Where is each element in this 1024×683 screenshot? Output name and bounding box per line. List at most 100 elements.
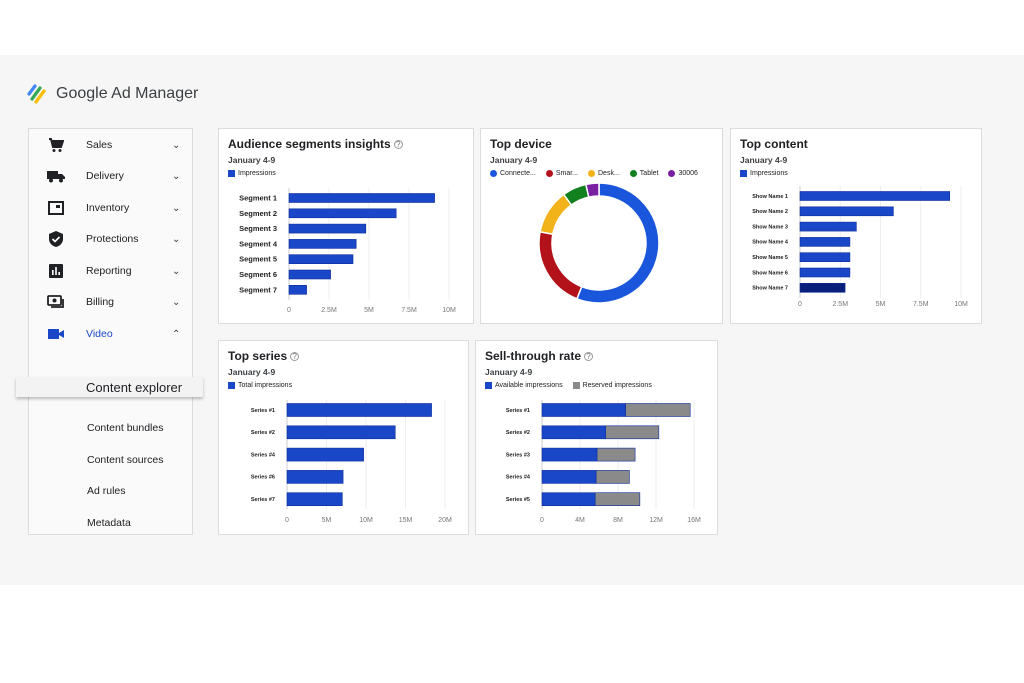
legend-item[interactable]: Reserved impressions xyxy=(572,382,652,389)
sidebar-item-reporting[interactable]: Reporting ⌄ xyxy=(29,260,192,282)
legend-label: Reserved impressions xyxy=(582,382,652,389)
bar[interactable] xyxy=(288,223,367,234)
sidebar-subitem-metadata[interactable]: Metadata xyxy=(87,517,131,529)
sidebar-item-delivery[interactable]: Delivery ⌄ xyxy=(29,165,192,187)
bar[interactable] xyxy=(799,206,894,217)
sidebar-item-label: Inventory xyxy=(86,202,130,214)
y-category-label: Segment 4 xyxy=(239,239,278,248)
legend-item[interactable]: Tablet xyxy=(629,170,658,177)
legend-swatch xyxy=(588,170,595,177)
chart-series: 0 5M 10M 15M 20M Series #1 Series #2 Series #4 S… xyxy=(251,400,452,524)
legend-item[interactable]: Connecte... xyxy=(490,170,536,177)
chevron-down-icon: ⌄ xyxy=(172,233,181,245)
chart-legend: Impressions xyxy=(228,170,276,177)
y-category-label: Segment 7 xyxy=(239,285,277,294)
x-tick-label: 5M xyxy=(876,301,886,308)
top-device-card: Top device January 4-9 Connecte... Smar..… xyxy=(480,128,723,324)
card-date-range: January 4-9 xyxy=(490,155,538,165)
legend-item[interactable]: Smar... xyxy=(545,170,578,177)
top-series-card: Top series? January 4-9 0 5M 10M 15M 20M Seri… xyxy=(218,340,469,535)
legend-item[interactable]: Desk... xyxy=(588,170,620,177)
money-icon xyxy=(47,293,65,311)
help-icon[interactable]: ? xyxy=(393,140,403,150)
card-date-range: January 4-9 xyxy=(485,367,533,377)
donut-slice[interactable] xyxy=(575,182,660,304)
x-tick-label: 20M xyxy=(438,517,452,524)
card-title-text: Top series xyxy=(228,349,288,363)
bar[interactable] xyxy=(288,254,354,264)
legend-item[interactable]: Total impressions xyxy=(228,382,292,389)
x-tick-label: 10M xyxy=(442,307,456,314)
bar[interactable] xyxy=(625,403,691,417)
bar[interactable] xyxy=(541,403,626,417)
sidebar-subitem-content-bundles[interactable]: Content bundles xyxy=(87,422,164,434)
x-tick-label: 5M xyxy=(364,307,374,314)
bar[interactable] xyxy=(596,447,636,462)
sidebar-item-label: Reporting xyxy=(86,265,132,277)
sidebar-subitem-content-explorer[interactable]: Content explorer xyxy=(16,377,203,397)
bar[interactable] xyxy=(286,447,364,462)
bar[interactable] xyxy=(594,492,641,506)
bar[interactable] xyxy=(288,208,397,219)
audience-segments-card: Audience segments insights? January 4-9 … xyxy=(218,128,474,324)
donut-slice[interactable] xyxy=(538,230,583,300)
sidebar-item-video[interactable]: Video ⌃ xyxy=(29,323,192,345)
bar[interactable] xyxy=(541,447,598,462)
chart-device xyxy=(538,182,660,304)
bar[interactable] xyxy=(288,239,357,249)
app-logo[interactable]: Google Ad Manager xyxy=(26,83,198,105)
bar[interactable] xyxy=(799,191,951,201)
card-title: Top device xyxy=(490,137,552,151)
sidebar-subitem-ad-rules[interactable]: Ad rules xyxy=(87,485,126,497)
bar[interactable] xyxy=(288,269,331,280)
bar[interactable] xyxy=(799,252,851,262)
bar[interactable] xyxy=(799,267,851,278)
donut-slice[interactable] xyxy=(585,182,600,199)
sidebar-item-inventory[interactable]: Inventory ⌄ xyxy=(29,197,192,219)
bar[interactable] xyxy=(288,193,435,203)
help-icon[interactable]: ? xyxy=(290,352,300,362)
bar[interactable] xyxy=(799,221,857,232)
video-camera-icon xyxy=(47,325,65,343)
sell-through-card: Sell-through rate? January 4-9 0 4M 8M 12M 1… xyxy=(475,340,718,535)
legend-label: Connecte... xyxy=(500,170,536,177)
truck-icon xyxy=(47,167,65,185)
legend-item[interactable]: 30006 xyxy=(668,170,698,177)
bar[interactable] xyxy=(605,425,660,440)
app-name: Google Ad Manager xyxy=(56,85,199,102)
x-tick-label: 7.5M xyxy=(401,307,417,314)
bar[interactable] xyxy=(541,492,596,506)
help-icon[interactable]: ? xyxy=(584,352,594,362)
legend-swatch xyxy=(572,382,580,389)
legend-item[interactable]: Impressions xyxy=(740,170,788,177)
bar[interactable] xyxy=(799,237,851,247)
bar[interactable] xyxy=(286,492,343,506)
chevron-down-icon: ⌄ xyxy=(172,139,181,151)
legend-item[interactable]: Impressions xyxy=(228,170,276,177)
sidebar-item-billing[interactable]: Billing ⌄ xyxy=(29,291,192,313)
bar[interactable] xyxy=(286,470,344,484)
legend-label: Impressions xyxy=(238,170,276,177)
legend-label: Available impressions xyxy=(495,382,563,389)
sidebar-item-protections[interactable]: Protections ⌄ xyxy=(29,228,192,250)
bar[interactable] xyxy=(799,283,846,293)
legend-item[interactable]: Available impressions xyxy=(485,382,563,389)
y-category-label: Segment 3 xyxy=(239,224,277,233)
chart-legend: Impressions xyxy=(740,170,788,177)
y-category-label: Show Name 7 xyxy=(752,286,788,292)
bar[interactable] xyxy=(288,285,307,295)
bar[interactable] xyxy=(286,403,432,417)
bar[interactable] xyxy=(286,425,396,440)
x-tick-label: 0 xyxy=(287,307,291,314)
legend-label: 30006 xyxy=(678,170,698,177)
y-category-label: Series #1 xyxy=(251,408,275,414)
donut-slice[interactable] xyxy=(539,193,573,236)
bar[interactable] xyxy=(541,470,597,484)
bar[interactable] xyxy=(595,470,630,484)
sidebar-item-label: Delivery xyxy=(86,170,124,182)
card-title-text: Audience segments insights xyxy=(228,137,391,151)
sidebar-subitem-content-sources[interactable]: Content sources xyxy=(87,454,164,466)
x-tick-label: 7.5M xyxy=(913,301,929,308)
bar[interactable] xyxy=(541,425,606,440)
sidebar-item-sales[interactable]: Sales ⌄ xyxy=(29,134,192,156)
